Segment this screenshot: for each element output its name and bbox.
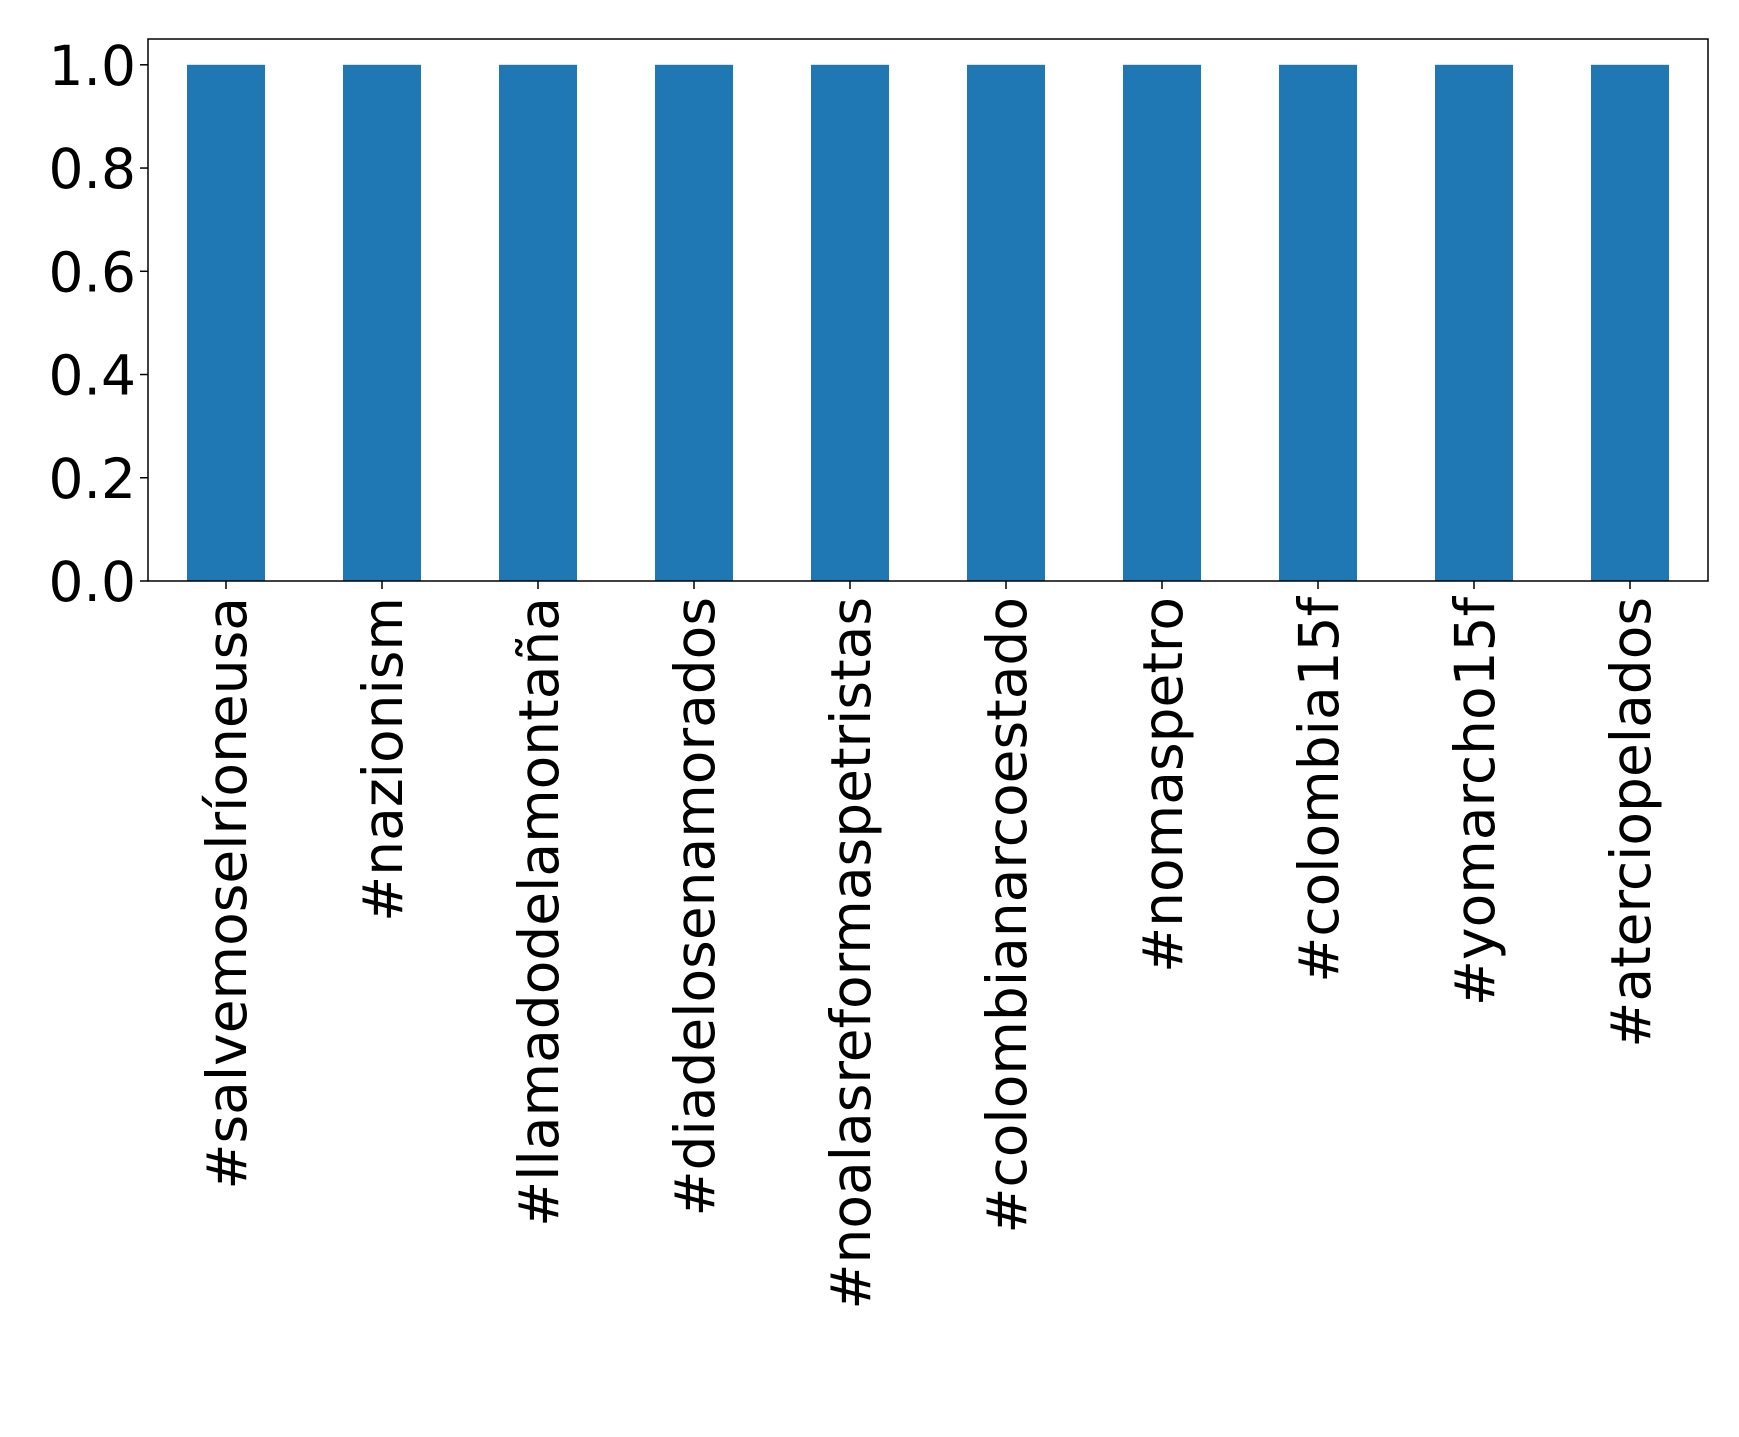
y-tick-label: 0.2 (49, 447, 136, 511)
plot-frame (147, 38, 1709, 582)
bar (343, 64, 421, 582)
x-tick-label: #yomarcho15f (1443, 595, 1507, 1006)
bar (1435, 64, 1513, 582)
bar (1123, 64, 1201, 582)
bar (187, 64, 265, 582)
bar (1591, 64, 1669, 582)
bar (499, 64, 577, 582)
y-tick-label: 0.4 (49, 344, 136, 408)
y-tick-label: 0.8 (49, 137, 136, 201)
x-tick-label: #colombia15f (1287, 595, 1351, 982)
x-tick-label: #salvemoselríoneusa (195, 597, 259, 1190)
x-tick-label: #llamadodelamontaña (507, 597, 571, 1227)
x-tick-label: #nomaspetro (1131, 597, 1195, 973)
bar (811, 64, 889, 582)
bar (967, 64, 1045, 582)
x-tick-label: #noalasreformaspetristas (819, 597, 883, 1310)
bar (655, 64, 733, 582)
x-tick-label: #aterciopelados (1599, 597, 1663, 1048)
y-tick-label: 1.0 (49, 34, 136, 98)
x-tick-label: #nazionism (351, 597, 415, 922)
x-tick-label: #diadelosenamorados (663, 597, 727, 1216)
bar (1279, 64, 1357, 582)
y-tick-label: 0.6 (49, 240, 136, 304)
x-tick-label: #colombianarcoestado (975, 597, 1039, 1234)
y-tick-label: 0.0 (49, 550, 136, 614)
